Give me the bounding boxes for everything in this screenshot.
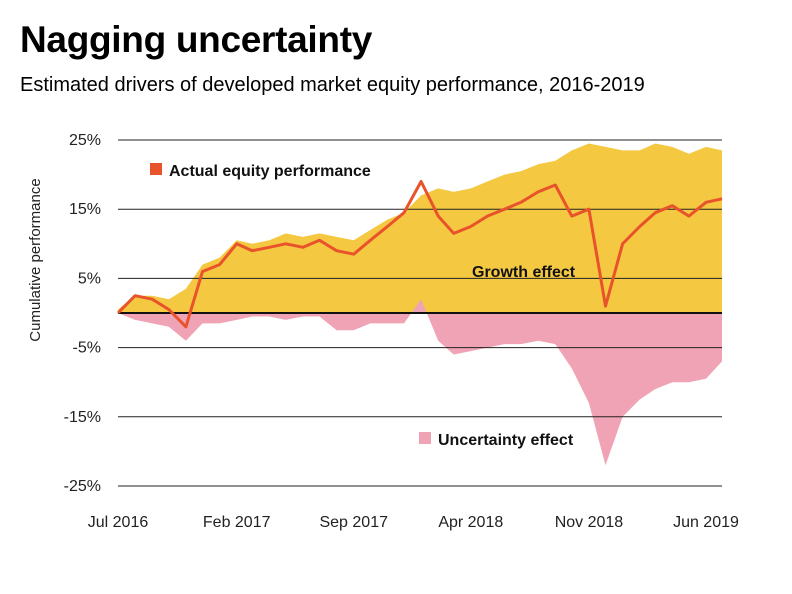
chart-subtitle: Estimated drivers of developed market eq… bbox=[20, 74, 645, 96]
y-axis-label: Cumulative performance bbox=[27, 178, 44, 341]
growth-effect-area bbox=[118, 143, 722, 313]
uncertainty-effect-area bbox=[118, 299, 722, 466]
actual-performance-line bbox=[116, 180, 723, 329]
legend-swatch-uncertainty bbox=[419, 432, 431, 444]
legend-swatch-actual bbox=[150, 163, 162, 175]
y-tick-label: 5% bbox=[78, 270, 101, 287]
area-layer bbox=[118, 143, 722, 466]
uncertainty-effect-label: Uncertainty effect bbox=[438, 432, 574, 449]
grid-layer bbox=[118, 139, 722, 487]
y-tick-label: 25% bbox=[69, 132, 101, 149]
x-tick-label: Jun 2019 bbox=[673, 514, 739, 531]
chart-title: Nagging uncertainty bbox=[20, 19, 372, 60]
y-tick-label: -15% bbox=[64, 409, 101, 426]
x-tick-label: Feb 2017 bbox=[203, 514, 271, 531]
x-tick-label: Sep 2017 bbox=[319, 514, 388, 531]
axis-layer: 25% 15% 5% -5% -15% -25% Jul 2016 Feb 2017 Sep 2… bbox=[64, 132, 739, 531]
legend-label-actual: Actual equity performance bbox=[169, 163, 371, 180]
x-tick-label: Nov 2018 bbox=[555, 514, 624, 531]
y-tick-label: -5% bbox=[73, 340, 101, 357]
line-layer bbox=[116, 180, 723, 329]
x-tick-label: Jul 2016 bbox=[88, 514, 149, 531]
y-tick-label: 15% bbox=[69, 201, 101, 218]
growth-effect-label: Growth effect bbox=[472, 264, 576, 281]
x-tick-label: Apr 2018 bbox=[438, 514, 503, 531]
y-tick-label: -25% bbox=[64, 478, 101, 495]
